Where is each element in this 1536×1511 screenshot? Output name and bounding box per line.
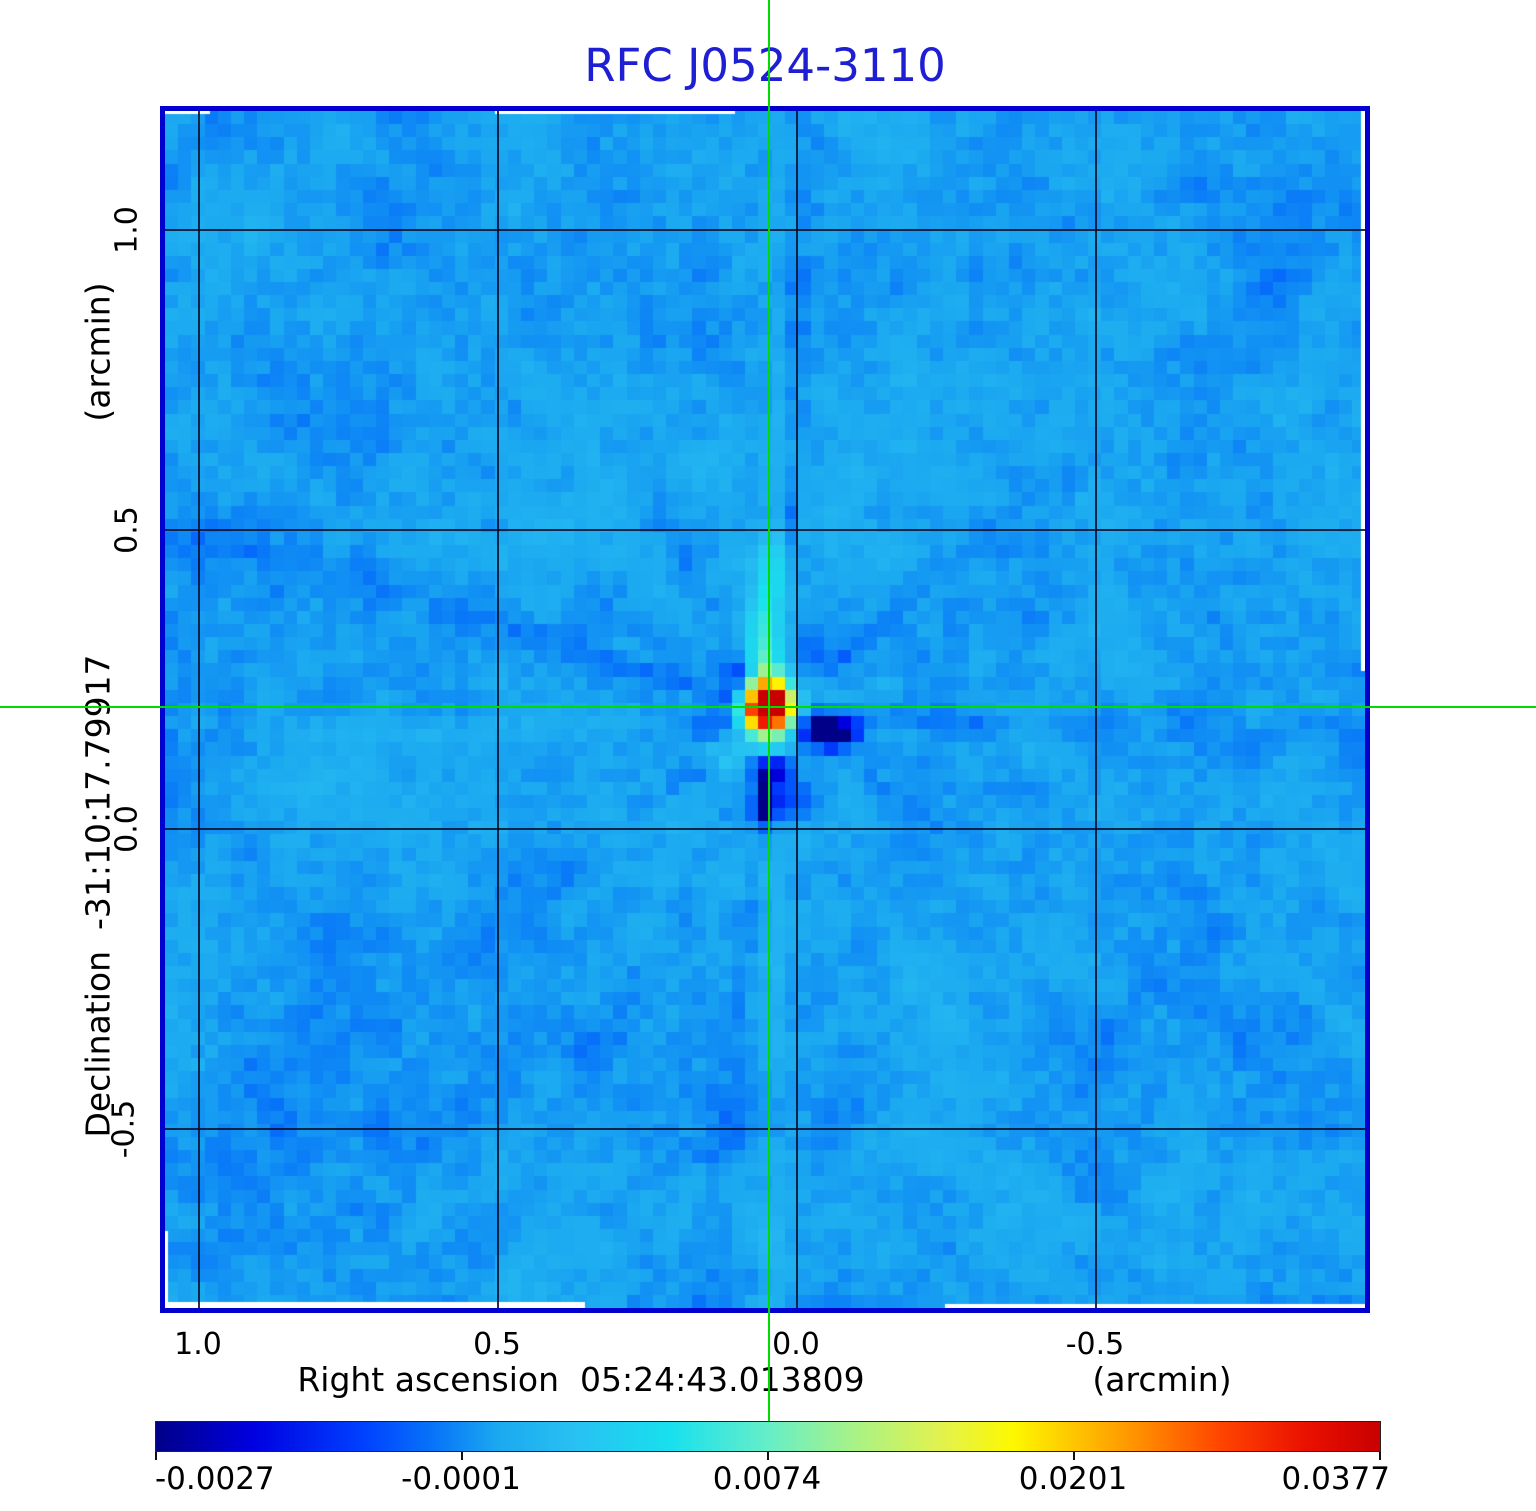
colorbar-tick (461, 1452, 463, 1460)
grid-line-horizontal (165, 1128, 1365, 1130)
x-axis-label: Right ascension 05:24:43.013809 (297, 1360, 865, 1399)
grid-line-vertical (796, 111, 798, 1308)
grid-line-vertical (1095, 111, 1097, 1308)
x-tick-label: -0.5 (1065, 1327, 1125, 1362)
grid-line-horizontal (165, 529, 1365, 531)
y-tick-label: 1.0 (109, 206, 145, 254)
grid-line-horizontal (165, 229, 1365, 231)
grid-line-horizontal (165, 828, 1365, 830)
plot-frame (160, 106, 1370, 1313)
colorbar-tick (155, 1452, 157, 1460)
colorbar-tick (767, 1452, 769, 1460)
y-axis-label: Declination -31:10:17.79917 (78, 654, 118, 1138)
x-tick-label: 1.0 (174, 1327, 222, 1362)
colorbar-tick-label: 0.0377 (1281, 1461, 1390, 1497)
colorbar-gradient (155, 1421, 1381, 1452)
sky-map-canvas (165, 111, 1365, 1308)
colorbar-tick (1073, 1452, 1075, 1460)
colorbar-tick-label: 0.0201 (1018, 1461, 1128, 1497)
x-tick-label: 0.5 (473, 1327, 521, 1362)
crosshair-horizontal-line (0, 706, 1536, 708)
colorbar-tick-label: 0.0074 (712, 1461, 822, 1497)
page-title: RFC J0524-3110 (584, 39, 946, 92)
y-axis-unit-label: (arcmin) (78, 282, 118, 422)
colorbar-tick (1379, 1452, 1381, 1460)
x-tick-label: 0.0 (772, 1327, 820, 1362)
crosshair-vertical-line (768, 0, 770, 1421)
grid-line-vertical (198, 111, 200, 1308)
x-axis-unit-label: (arcmin) (1092, 1360, 1232, 1399)
colorbar-tick-label: -0.0001 (401, 1461, 521, 1497)
y-tick-label: 0.5 (109, 506, 145, 554)
colorbar-tick-label: -0.0027 (155, 1461, 275, 1497)
grid-line-vertical (497, 111, 499, 1308)
